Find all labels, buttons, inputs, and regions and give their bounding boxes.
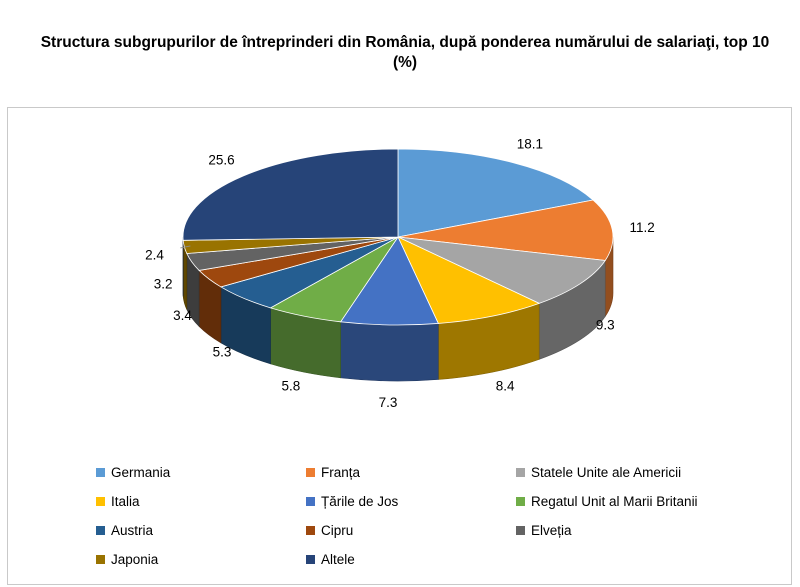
legend-item-altele: Altele: [306, 549, 355, 569]
slice-altele: [182, 148, 399, 241]
data-label: 7.3: [379, 395, 398, 410]
data-label: 3.2: [154, 276, 173, 291]
slice-statele-unite-ale-americii: [397, 236, 606, 304]
legend-item-cipru: Cipru: [306, 520, 353, 540]
legend-item-statele-unite-ale-americii: Statele Unite ale Americii: [516, 462, 681, 482]
data-label: 3.4: [173, 308, 192, 323]
legend-swatch: [306, 525, 315, 535]
leader-line: [180, 245, 191, 249]
data-label: 5.3: [213, 345, 232, 360]
legend-swatch: [516, 496, 525, 506]
data-label: 2.4: [145, 248, 164, 263]
chart-title: Structura subgrupurilor de întreprinderi…: [0, 33, 800, 73]
legend-item-austria: Austria: [96, 520, 153, 540]
legend-swatch: [96, 467, 105, 477]
pie-sides: [182, 236, 614, 382]
legend-item-fran-a: Franța: [306, 462, 360, 482]
legend-item-germania: Germania: [96, 462, 170, 482]
legend-swatch: [306, 467, 315, 477]
legend-item-japonia: Japonia: [96, 549, 158, 569]
slice-fran-a: [397, 199, 614, 261]
legend-swatch: [96, 496, 105, 506]
legend-swatch: [306, 554, 315, 564]
chart-title-line-2: (%): [392, 54, 418, 71]
pie-labels: 18.1 11.2 9.3 8.4 7.3 5.8 5.3 3.4 3.2 2.4 25.6: [145, 136, 655, 410]
data-label: 18.1: [517, 136, 543, 151]
pie-top: [182, 148, 614, 326]
data-label: 25.6: [208, 153, 234, 168]
legend-label: Altele: [321, 551, 355, 567]
legend-item--rile-de-jos: Țările de Jos: [306, 491, 398, 511]
data-label: 11.2: [630, 220, 655, 235]
legend-item-elve-ia: Elveția: [516, 520, 572, 540]
legend-label: Regatul Unit al Marii Britanii: [531, 493, 698, 509]
legend-swatch: [516, 467, 525, 477]
legend-label: Țările de Jos: [321, 493, 399, 509]
chart-title-line-1: Structura subgrupurilor de întreprinderi…: [40, 34, 770, 51]
slice-germania: [397, 148, 594, 238]
slice--rile-de-jos: [339, 236, 439, 326]
legend-label: Italia: [111, 493, 140, 509]
legend-label: Franța: [321, 464, 361, 480]
chart-area: [7, 107, 792, 585]
legend-label: Statele Unite ale Americii: [531, 464, 682, 480]
data-label: 5.8: [282, 378, 301, 393]
legend-swatch: [96, 554, 105, 564]
legend-label: Germania: [111, 464, 171, 480]
legend-item-italia: Italia: [96, 491, 140, 511]
legend-label: Elveția: [531, 522, 572, 538]
legend-swatch: [96, 525, 105, 535]
slice-side--rile-de-jos: [340, 321, 439, 382]
legend-swatch: [306, 496, 315, 506]
slice-italia: [397, 236, 541, 324]
legend-label: Austria: [111, 522, 154, 538]
data-label: 8.4: [496, 378, 515, 393]
legend-swatch: [516, 525, 525, 535]
data-label: 9.3: [596, 318, 615, 333]
legend-item-regatul-unit-al-marii-britanii: Regatul Unit al Marii Britanii: [516, 491, 698, 511]
legend-label: Japonia: [111, 551, 159, 567]
legend-label: Cipru: [321, 522, 354, 538]
